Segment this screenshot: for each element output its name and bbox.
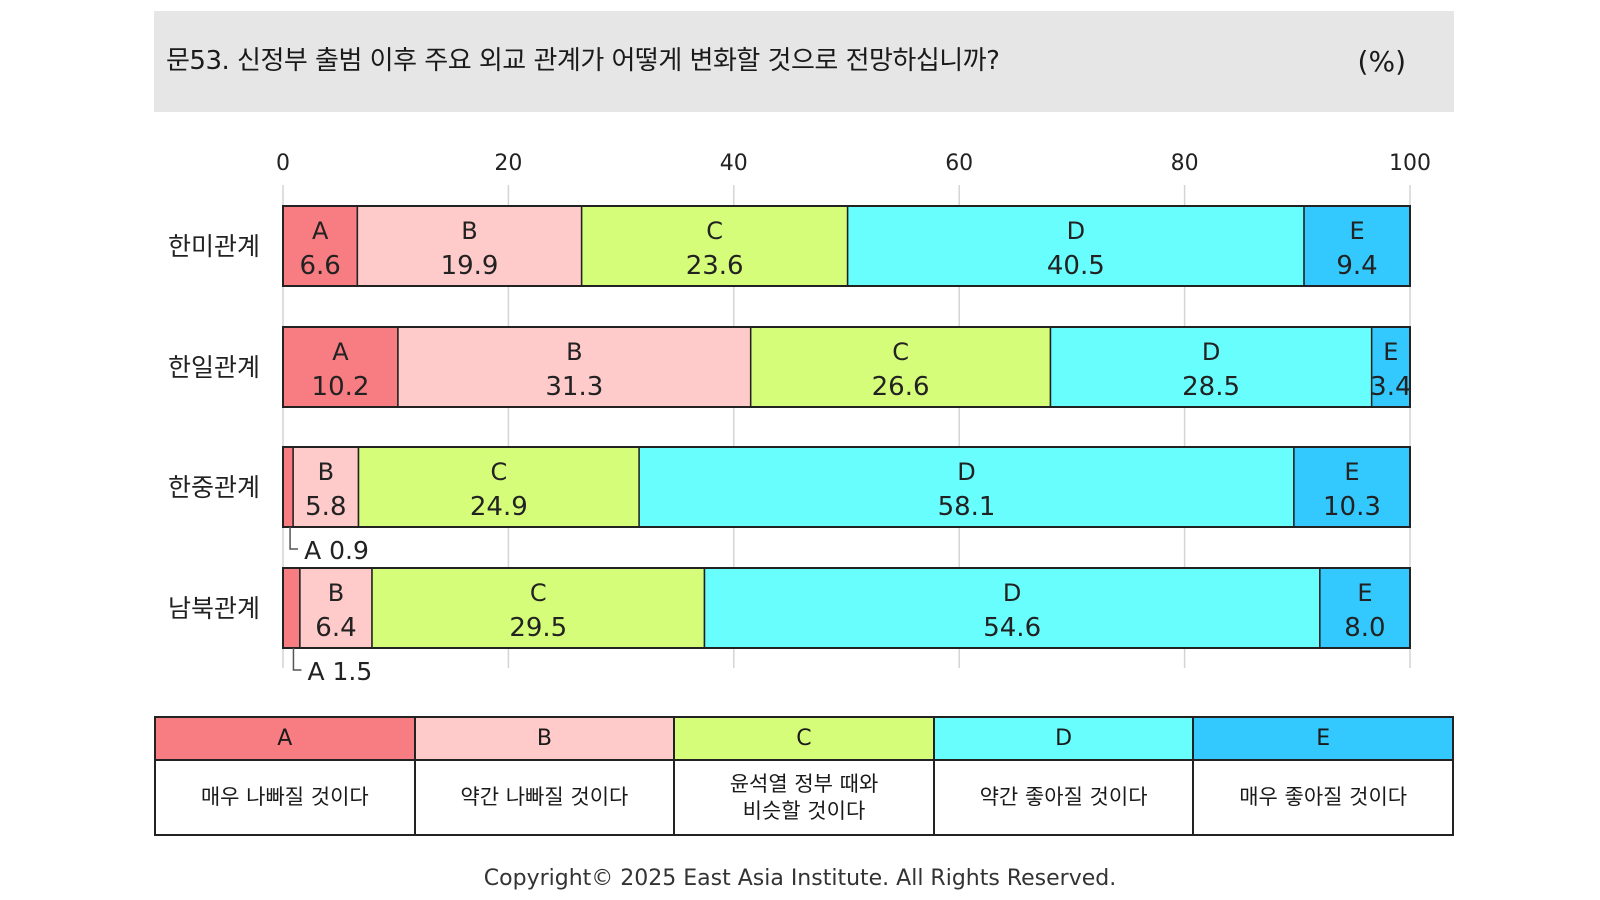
legend-desc-d: 약간 좋아질 것이다	[979, 785, 1148, 809]
data-label: 5.8	[305, 492, 346, 522]
bar-outline	[282, 326, 1411, 408]
legend-table: A 매우 나빠질 것이다 B 약간 나빠질 것이다 C 윤석열 정부 때와 비슷…	[154, 716, 1454, 836]
data-label: 24.9	[470, 492, 528, 522]
category-label: 한미관계	[168, 232, 260, 261]
bar-outline	[282, 446, 1411, 528]
legend-desc-a: 매우 나빠질 것이다	[200, 785, 369, 809]
bar-segment	[1319, 567, 1411, 649]
legend-col-a: A 매우 나빠질 것이다	[156, 718, 416, 834]
bar-segment	[846, 205, 1305, 287]
segment-series-label: E	[1344, 458, 1359, 486]
data-label: 8.0	[1344, 613, 1385, 643]
callout-line	[289, 527, 299, 550]
legend-col-e: E 매우 좋아질 것이다	[1194, 718, 1452, 834]
category-label: 한일관계	[168, 353, 260, 382]
data-label: A 0.9	[304, 536, 369, 565]
data-label: 10.3	[1323, 492, 1381, 522]
bar-segment	[638, 446, 1295, 528]
legend-desc-e: 매우 좋아질 것이다	[1239, 785, 1408, 809]
legend-col-b: B 약간 나빠질 것이다	[415, 718, 676, 834]
x-tick-label: 0	[276, 151, 290, 176]
data-label: 6.4	[315, 613, 356, 643]
x-tick-label: 20	[494, 151, 522, 176]
data-label: 6.6	[300, 251, 341, 281]
segment-series-label: E	[1383, 338, 1398, 366]
segment-series-label: D	[1003, 579, 1021, 607]
data-label: 23.6	[686, 251, 744, 281]
x-tick-label: 80	[1171, 151, 1199, 176]
data-label: 29.5	[509, 613, 567, 643]
data-label: 10.2	[312, 372, 370, 402]
segment-series-label: B	[318, 458, 334, 486]
segment-series-label: C	[706, 217, 723, 245]
question-title: 문53. 신정부 출범 이후 주요 외교 관계가 어떻게 변화할 것으로 전망하…	[166, 46, 1000, 76]
copyright-footer: Copyright© 2025 East Asia Institute. All…	[483, 866, 1117, 891]
category-label: 한중관계	[168, 473, 260, 502]
segment-series-label: C	[530, 579, 547, 607]
data-label: 40.5	[1047, 251, 1105, 281]
data-label: A 1.5	[307, 657, 372, 686]
legend-col-d: D 약간 좋아질 것이다	[934, 718, 1195, 834]
callout-line	[292, 648, 302, 671]
data-label: 28.5	[1182, 372, 1240, 402]
unit-label: (%)	[1357, 45, 1406, 78]
legend-desc-c: 윤석열 정부 때와 비슷할 것이다	[729, 771, 879, 823]
segment-series-label: E	[1349, 217, 1364, 245]
data-label: 54.6	[983, 613, 1041, 643]
segment-series-label: C	[490, 458, 507, 486]
legend-key-d: D	[934, 718, 1193, 761]
segment-series-label: A	[312, 217, 329, 245]
bar-segment	[282, 446, 294, 528]
data-label: 31.3	[545, 372, 603, 402]
segment-series-label: E	[1357, 579, 1372, 607]
legend-key-a: A	[156, 718, 414, 761]
bar-outline	[282, 205, 1411, 287]
segment-series-label: B	[328, 579, 344, 607]
x-tick-label: 60	[945, 151, 973, 176]
bar-segment	[282, 567, 301, 649]
bar-segment	[1049, 326, 1373, 408]
legend-col-c: C 윤석열 정부 때와 비슷할 것이다	[675, 718, 935, 834]
segment-series-label: B	[566, 338, 582, 366]
chart-header: 문53. 신정부 출범 이후 주요 외교 관계가 어떻게 변화할 것으로 전망하…	[154, 11, 1454, 112]
bar-segment	[580, 205, 849, 287]
legend-key-b: B	[415, 718, 674, 761]
segment-series-label: B	[461, 217, 477, 245]
segment-series-label: A	[332, 338, 349, 366]
x-tick-label: 40	[720, 151, 748, 176]
stacked-bar-chart: 0 20 40 60 80 100 한미관계 A 6.6 B 19.9 C 23.6 D 40.5 E 9.4 한…	[168, 151, 1431, 686]
data-label: 9.4	[1336, 251, 1377, 281]
x-tick-label: 100	[1389, 151, 1431, 176]
data-label: 3.4	[1370, 372, 1411, 402]
data-label: 58.1	[938, 492, 996, 522]
bar-segment	[282, 326, 399, 408]
segment-series-label: C	[892, 338, 909, 366]
bar-segment	[1293, 446, 1411, 528]
category-label: 남북관계	[168, 594, 260, 623]
segment-series-label: D	[1202, 338, 1220, 366]
segment-series-label: D	[957, 458, 975, 486]
legend-desc-b: 약간 나빠질 것이다	[460, 785, 629, 809]
legend-key-c: C	[675, 718, 933, 761]
legend-key-e: E	[1194, 718, 1452, 761]
segment-series-label: D	[1067, 217, 1085, 245]
bar-outline	[282, 567, 1411, 649]
bar-segment	[397, 326, 752, 408]
data-label: 26.6	[872, 372, 930, 402]
data-label: 19.9	[441, 251, 499, 281]
bar-segment	[357, 446, 640, 528]
